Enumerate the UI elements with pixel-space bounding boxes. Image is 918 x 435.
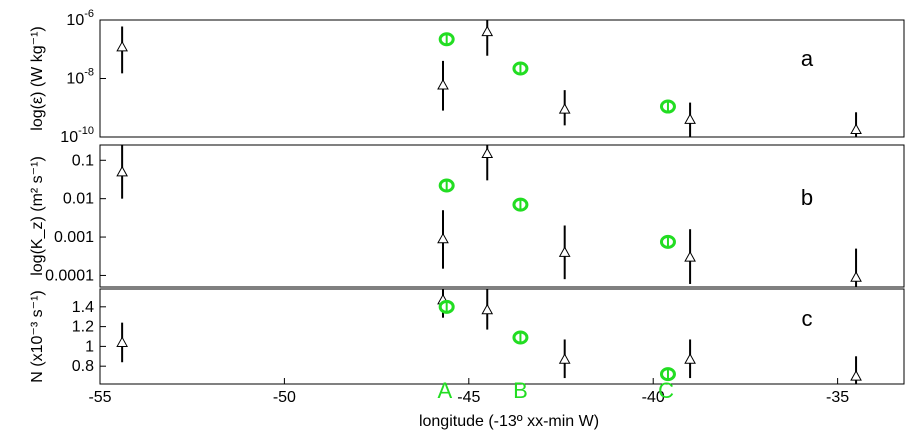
triangle-point-b-0 bbox=[116, 165, 128, 177]
y-tick-label-c-3: 0.8 bbox=[72, 358, 94, 375]
triangle-point-b-1 bbox=[437, 232, 449, 244]
y-axis-label-b: log(K_z) (m² s⁻¹) bbox=[29, 156, 46, 276]
triangle-point-a-3 bbox=[558, 103, 571, 114]
triangle-point-b-4 bbox=[684, 251, 696, 262]
x-tick-label-3: -40 bbox=[642, 389, 665, 406]
y-tick-label-c-0: 1.4 bbox=[72, 299, 94, 316]
station-label-C: C bbox=[658, 378, 674, 403]
panel-b-frame bbox=[99, 144, 905, 288]
station-label-A: A bbox=[437, 378, 452, 403]
triangle-point-a-4 bbox=[684, 113, 696, 124]
panel-letter-a: a bbox=[801, 46, 814, 71]
triangle-point-c-3 bbox=[558, 353, 571, 364]
y-tick-label-c-2: 1 bbox=[85, 338, 94, 355]
triangle-point-c-5 bbox=[850, 370, 862, 381]
triangle-point-a-2 bbox=[481, 25, 494, 37]
triangle-point-a-0 bbox=[116, 40, 128, 52]
triangle-point-b-3 bbox=[558, 246, 571, 257]
y-tick-label-c-1: 1.2 bbox=[72, 319, 94, 336]
triangle-point-c-0 bbox=[116, 336, 128, 347]
panel-c-frame bbox=[99, 288, 905, 385]
panel-letter-b: b bbox=[801, 185, 813, 210]
x-axis: -55 -50 -45 -40 -35 A B C bbox=[88, 378, 849, 406]
y-axis-label-c: N (x10⁻³ s⁻¹) bbox=[29, 290, 46, 382]
y-tick-label-a-1: 10-8 bbox=[66, 67, 94, 88]
y-tick-label-b-0: 0.1 bbox=[72, 152, 94, 169]
x-tick-label-4: -35 bbox=[826, 389, 849, 406]
x-tick-label-2: -45 bbox=[457, 389, 480, 406]
triangle-point-a-5 bbox=[850, 123, 862, 135]
x-axis-label: longitude (-13º xx-min W) bbox=[419, 413, 599, 430]
triangle-point-b-2 bbox=[481, 147, 494, 159]
x-tick-label-0: -55 bbox=[88, 389, 111, 406]
x-tick-label-1: -50 bbox=[273, 389, 296, 406]
y-tick-label-b-1: 0.01 bbox=[63, 191, 94, 208]
panels-layer: 10-6 10-8 10-10 log(ε) (W kg⁻¹) a 0.1 0.01 0.00… bbox=[29, 8, 905, 385]
station-label-B: B bbox=[513, 378, 528, 403]
y-tick-label-b-2: 0.001 bbox=[54, 229, 94, 246]
panel-a-frame bbox=[99, 19, 905, 138]
panel-a: 10-6 10-8 10-10 log(ε) (W kg⁻¹) a bbox=[29, 8, 905, 146]
panel-c: 1.4 1.2 1 0.8 N (x10⁻³ s⁻¹) c bbox=[29, 288, 905, 385]
triangle-point-c-2 bbox=[481, 303, 494, 315]
y-tick-label-a-2: 10-10 bbox=[60, 125, 94, 146]
triangle-point-a-1 bbox=[437, 78, 449, 90]
y-axis-label-a: log(ε) (W kg⁻¹) bbox=[29, 26, 46, 130]
y-tick-label-a-0: 10-6 bbox=[66, 8, 94, 29]
triangle-point-c-4 bbox=[684, 353, 696, 364]
panel-letter-c: c bbox=[802, 306, 813, 331]
y-tick-label-b-3: 0.0001 bbox=[45, 267, 94, 284]
triangle-point-b-5 bbox=[850, 271, 862, 282]
